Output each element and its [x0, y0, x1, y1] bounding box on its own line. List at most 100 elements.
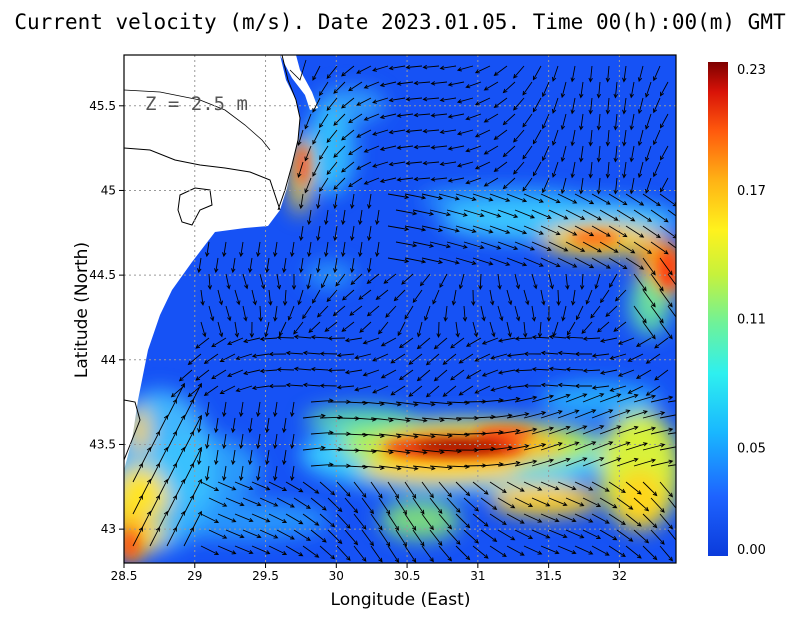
velocity-arrow	[456, 161, 474, 168]
velocity-arrow	[472, 257, 494, 266]
velocity-arrow	[605, 305, 618, 317]
velocity-arrow	[548, 273, 554, 290]
velocity-arrow	[208, 305, 215, 322]
velocity-arrow	[416, 369, 431, 382]
velocity-arrow	[429, 497, 443, 514]
velocity-arrow	[637, 161, 644, 179]
velocity-arrow	[363, 81, 380, 89]
velocity-arrow	[319, 383, 338, 388]
velocity-arrow	[219, 385, 236, 394]
velocity-arrow	[242, 497, 262, 507]
velocity-arrow	[388, 65, 406, 71]
velocity-arrow	[442, 353, 457, 365]
velocity-arrow	[197, 449, 202, 466]
velocity-arrow	[514, 395, 538, 403]
velocity-arrow	[596, 321, 610, 333]
velocity-arrow	[372, 353, 389, 362]
velocity-arrow	[256, 401, 261, 418]
velocity-arrow	[356, 97, 372, 106]
velocity-arrow	[557, 513, 577, 523]
velocity-arrow	[350, 193, 355, 210]
velocity-arrow	[625, 442, 648, 451]
velocity-arrow	[234, 513, 254, 523]
velocity-arrow	[522, 145, 533, 160]
velocity-arrow	[297, 289, 304, 306]
velocity-arrow	[557, 193, 578, 204]
x-tick-label: 29	[187, 569, 202, 583]
velocity-arrow	[629, 81, 635, 99]
velocity-arrow	[395, 529, 408, 547]
velocity-arrow	[637, 65, 644, 83]
velocity-arrow	[531, 426, 555, 435]
velocity-arrow	[489, 445, 513, 451]
velocity-arrow	[608, 441, 631, 451]
velocity-arrow	[667, 529, 676, 541]
velocity-arrow	[599, 209, 619, 221]
velocity-arrow	[531, 273, 538, 290]
velocity-arrow	[282, 417, 287, 434]
velocity-arrow	[333, 193, 338, 210]
velocity-arrow	[642, 513, 658, 529]
velocity-arrow	[304, 177, 312, 194]
velocity-arrow	[282, 257, 287, 274]
velocity-arrow	[341, 65, 355, 77]
velocity-arrow	[316, 305, 329, 318]
velocity-arrow	[565, 209, 586, 220]
velocity-arrow	[465, 81, 482, 89]
velocity-arrow	[432, 289, 440, 305]
velocity-arrow	[531, 529, 551, 539]
velocity-arrow	[574, 441, 597, 451]
velocity-arrow	[532, 129, 542, 145]
velocity-arrow	[398, 369, 414, 381]
velocity-arrow	[556, 289, 561, 306]
velocity-arrow	[354, 353, 372, 360]
velocity-arrow	[472, 513, 489, 527]
velocity-arrow	[523, 443, 547, 451]
velocity-arrow	[548, 241, 569, 252]
velocity-arrow	[574, 193, 595, 205]
velocity-arrow	[412, 289, 423, 303]
velocity-arrow	[474, 97, 491, 106]
velocity-arrow	[548, 425, 571, 435]
velocity-arrow	[523, 545, 543, 555]
velocity-arrow	[375, 289, 389, 301]
velocity-arrow	[387, 449, 411, 455]
velocity-arrow	[387, 481, 400, 499]
velocity-arrow	[235, 385, 253, 393]
velocity-arrow	[532, 65, 542, 81]
velocity-arrow	[299, 257, 304, 274]
velocity-arrow	[599, 529, 618, 541]
velocity-arrow	[211, 337, 227, 348]
velocity-arrow	[557, 409, 580, 419]
velocity-arrow	[293, 497, 311, 509]
velocity-arrow	[659, 446, 676, 451]
velocity-arrow	[268, 545, 288, 555]
velocity-arrow	[341, 97, 355, 109]
velocity-arrow	[251, 481, 271, 491]
velocity-arrow	[239, 401, 244, 418]
velocity-arrow	[349, 305, 363, 316]
velocity-arrow	[497, 273, 502, 290]
velocity-arrow	[557, 382, 576, 388]
velocity-arrow	[446, 209, 468, 217]
velocity-arrow	[455, 321, 460, 338]
velocity-arrow	[474, 353, 491, 362]
velocity-arrow	[413, 144, 431, 150]
velocity-arrow	[259, 497, 279, 507]
velocity-arrow	[582, 393, 605, 403]
velocity-arrow	[421, 513, 434, 531]
velocity-arrow	[372, 161, 389, 168]
velocity-arrow	[234, 321, 240, 338]
velocity-arrow	[372, 385, 389, 394]
velocity-arrow	[637, 97, 644, 115]
velocity-arrow	[205, 433, 210, 450]
velocity-arrow	[429, 241, 451, 249]
velocity-arrow	[493, 129, 508, 140]
velocity-arrow	[653, 65, 661, 82]
velocity-arrow	[642, 545, 658, 561]
velocity-arrow	[622, 129, 627, 147]
velocity-arrow	[531, 209, 552, 219]
velocity-arrow	[396, 81, 414, 86]
velocity-arrow	[234, 545, 254, 555]
velocity-arrow	[645, 145, 652, 162]
